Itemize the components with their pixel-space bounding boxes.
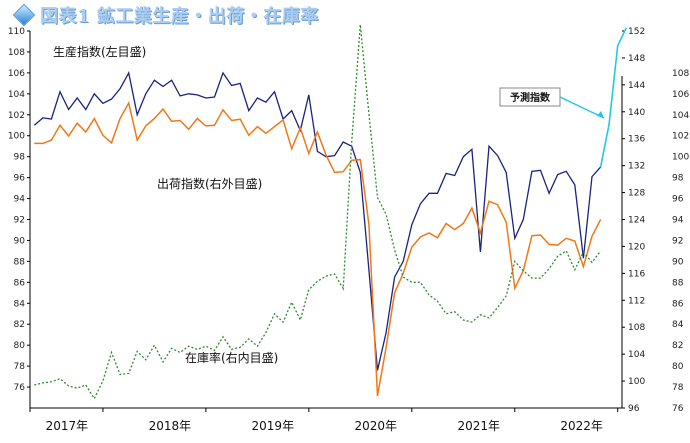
- right-inner-tick-label: 106: [672, 90, 689, 100]
- production-line: [33, 71, 602, 371]
- right-outer-tick-label: 132: [628, 162, 645, 172]
- right-outer-tick-label: 100: [628, 377, 645, 387]
- right-inner-tick-label: 102: [672, 132, 689, 142]
- left-tick-label: 78: [14, 362, 26, 372]
- right-outer-tick-label: 124: [628, 216, 645, 226]
- left-tick-label: 84: [14, 299, 26, 309]
- right-inner-tick-label: 98: [672, 174, 684, 184]
- right-inner-tick-label: 100: [672, 153, 689, 163]
- right-outer-tick-label: 144: [628, 81, 645, 91]
- left-tick-label: 108: [8, 48, 25, 58]
- right-inner-axis-ticks: 76 78 80 82 84 86 88 90 92 94 96 98 100 102 104 106 108: [672, 69, 689, 414]
- left-tick-label: 96: [14, 174, 26, 184]
- inventory-line: [34, 24, 602, 400]
- right-inner-tick-label: 76: [672, 404, 684, 414]
- x-tick-label: 2018年: [149, 419, 192, 433]
- left-tick-label: 80: [14, 341, 26, 351]
- inventory-series-label: 在庫率(右内目盛): [185, 350, 278, 365]
- forecast-callout-label: 予測指数: [510, 91, 551, 104]
- forecast-callout-leader: [559, 96, 605, 119]
- left-tick-label: 100: [8, 132, 25, 142]
- right-outer-tick-label: 128: [628, 189, 645, 199]
- forecast-line: [599, 27, 628, 168]
- left-tick-label: 92: [14, 216, 25, 226]
- series-lines: [33, 24, 628, 400]
- right-outer-tick-label: 116: [628, 269, 645, 279]
- figure-title: 図表1 鉱工業生産・出荷・在庫率: [12, 2, 319, 28]
- right-inner-tick-label: 90: [672, 257, 684, 267]
- x-tick-label: 2020年: [354, 419, 397, 433]
- x-tick-label: 2017年: [46, 419, 89, 433]
- right-inner-tick-label: 82: [672, 341, 683, 351]
- forecast-callout: 予測指数: [499, 87, 605, 119]
- right-inner-tick-label: 108: [672, 69, 689, 79]
- right-inner-tick-label: 96: [672, 195, 684, 205]
- left-tick-label: 104: [8, 90, 25, 100]
- right-inner-tick-label: 78: [672, 383, 684, 393]
- left-tick-label: 88: [14, 257, 26, 267]
- right-outer-tick-label: 104: [628, 350, 645, 360]
- forecast-arrowhead: [597, 111, 604, 118]
- left-tick-label: 86: [14, 278, 26, 288]
- right-outer-tick-label: 140: [628, 108, 645, 118]
- x-tick-label: 2022年: [560, 419, 603, 433]
- left-tick-label: 94: [14, 195, 26, 205]
- left-tick-label: 82: [14, 320, 25, 330]
- right-inner-tick-label: 94: [672, 216, 684, 226]
- x-tick-label: 2019年: [252, 419, 295, 433]
- right-outer-tick-label: 136: [628, 135, 645, 145]
- left-tick-label: 98: [14, 153, 26, 163]
- shipment-line: [34, 100, 602, 397]
- right-inner-tick-label: 88: [672, 278, 684, 288]
- right-outer-tick-label: 96: [628, 404, 640, 414]
- right-outer-axis-ticks: 96 100 104 108 112 116 120 124 128 132 136 140 144 14…: [622, 27, 645, 414]
- x-axis-ticks: 2017年 2018年 2019年 2020年 2021年 2022年: [29, 408, 619, 433]
- right-outer-tick-label: 112: [628, 296, 645, 306]
- right-inner-tick-label: 84: [672, 320, 684, 330]
- right-outer-tick-label: 120: [628, 242, 645, 252]
- x-tick-label: 2021年: [457, 419, 500, 433]
- production-series-label: 生産指数(左目盛): [53, 44, 146, 59]
- figure-title-text: 図表1 鉱工業生産・出荷・在庫率: [40, 6, 319, 27]
- right-outer-tick-label: 148: [628, 54, 645, 64]
- right-inner-tick-label: 80: [672, 362, 684, 372]
- left-tick-label: 76: [14, 383, 26, 393]
- right-inner-tick-label: 92: [672, 236, 683, 246]
- left-axis-ticks: 76 78 80 82 84 86 88 90 92 94 96 98 100 102 104 106 108 1…: [8, 27, 30, 393]
- left-tick-label: 102: [8, 111, 25, 121]
- left-tick-label: 90: [14, 236, 26, 246]
- right-outer-tick-label: 152: [628, 27, 645, 37]
- left-tick-label: 110: [8, 27, 25, 37]
- right-inner-tick-label: 86: [672, 299, 684, 309]
- left-tick-label: 106: [8, 69, 25, 79]
- right-inner-tick-label: 104: [672, 111, 689, 121]
- right-outer-tick-label: 108: [628, 323, 645, 333]
- shipment-series-label: 出荷指数(右外目盛): [157, 176, 262, 191]
